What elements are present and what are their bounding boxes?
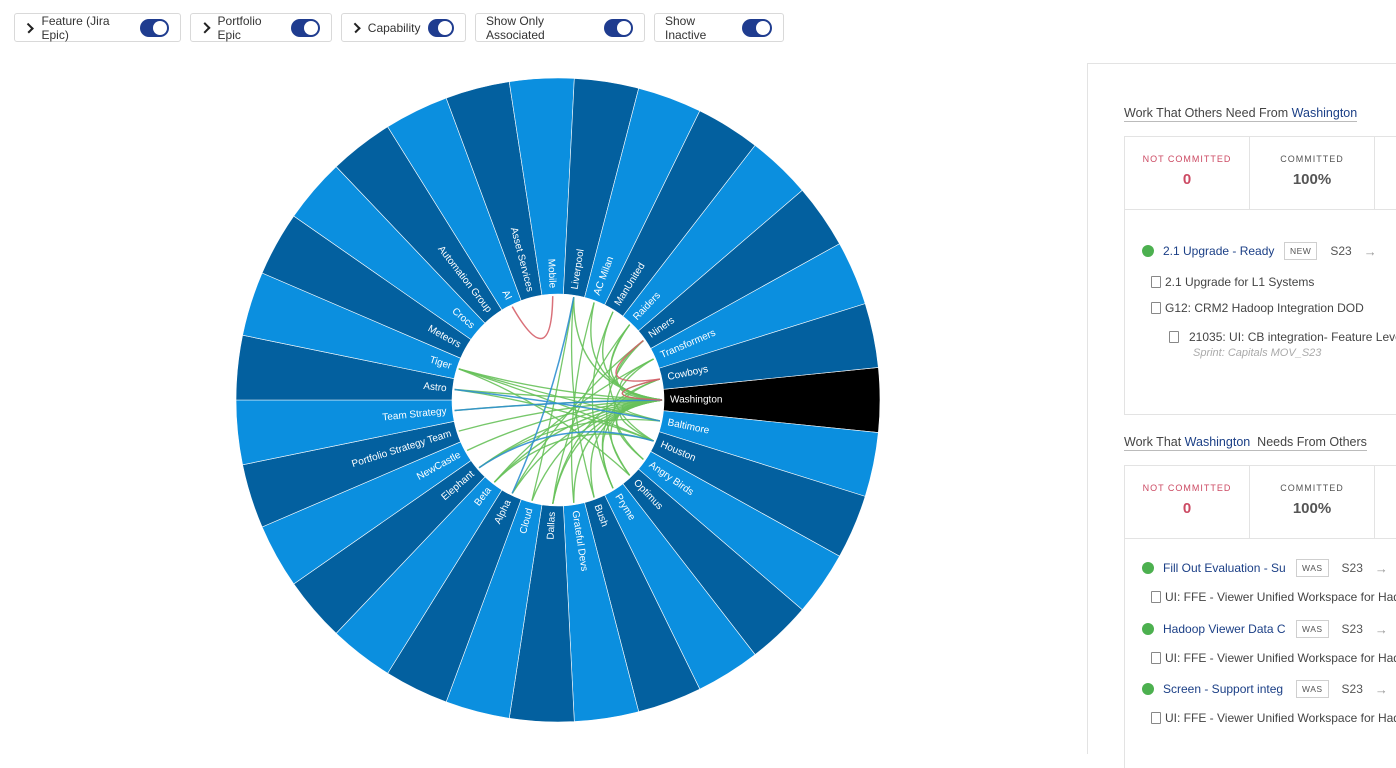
chevron-right-icon	[23, 22, 35, 33]
team-link[interactable]: Washington	[1184, 435, 1251, 449]
dependency-link	[511, 296, 554, 340]
list-item[interactable]: Screen - Support integ WAS S23 →	[1125, 680, 1388, 698]
document-icon	[1151, 712, 1161, 724]
toggle-switch[interactable]	[428, 18, 454, 37]
document-icon	[1151, 652, 1161, 664]
team-segment[interactable]	[658, 303, 879, 390]
toggle-switch[interactable]	[290, 18, 320, 37]
status-tag: NEW	[1284, 242, 1318, 260]
dependency-link	[621, 378, 663, 401]
committed-stat[interactable]: COMMITTED 100%	[1250, 466, 1375, 538]
filter-label: Capability	[367, 20, 421, 35]
team-link[interactable]: Washington	[1291, 106, 1358, 120]
document-icon	[1169, 331, 1179, 343]
filter-capability[interactable]: Capability	[341, 13, 466, 42]
team-segments	[235, 77, 881, 723]
dependency-link	[608, 324, 654, 442]
filter-label: Show Inactive	[665, 13, 707, 42]
filter-feature[interactable]: Feature (Jira Epic)	[14, 13, 181, 42]
filter-label: Feature (Jira Epic)	[41, 13, 110, 42]
sub-sub-sprint: Sprint: Capitals MOV_S23	[1193, 347, 1322, 359]
chevron-right-icon	[199, 22, 211, 33]
dependency-link	[613, 358, 654, 460]
dependency-link	[458, 368, 631, 476]
section1-list: 2.1 Upgrade - Ready to NEW S23 → 2.1 Upg…	[1124, 209, 1396, 415]
filter-toolbar: Feature (Jira Epic) Portfolio Epic Capab…	[14, 13, 784, 44]
status-dot	[1142, 562, 1154, 574]
sub-item: G12: CRM2 Hadoop Integration DOD	[1151, 301, 1364, 315]
filter-label: Portfolio Epic	[217, 13, 262, 42]
dependency-links	[454, 296, 663, 505]
dependency-panel: Work That Others Need From Washington NO…	[1087, 63, 1396, 768]
filter-show-only-associated[interactable]: Show Only Associated	[475, 13, 645, 42]
dependency-link	[615, 340, 660, 382]
status-dot	[1142, 245, 1154, 257]
section2-stats: NOT COMMITTED 0 COMMITTED 100%	[1124, 465, 1396, 539]
team-label[interactable]: Washington	[670, 395, 722, 406]
toggle-switch[interactable]	[742, 18, 772, 37]
team-label[interactable]: Mobile	[545, 258, 558, 288]
section1-title: Work That Others Need From Washington	[1124, 106, 1358, 122]
section2-title: Work That Washington Needs From Others	[1124, 435, 1367, 451]
section2-list: Fill Out Evaluation - Su WAS S23 → UI: F…	[1124, 538, 1396, 768]
arrow-right-icon[interactable]: →	[1374, 681, 1388, 697]
filter-portfolio-epic[interactable]: Portfolio Epic	[190, 13, 332, 42]
document-icon	[1151, 276, 1161, 288]
dependency-link	[478, 431, 654, 469]
status-tag: WAS	[1296, 680, 1329, 698]
dependency-link	[552, 324, 631, 504]
sub-item: 2.1 Upgrade for L1 Systems	[1151, 275, 1314, 289]
dependency-link	[570, 302, 595, 503]
document-icon	[1151, 302, 1161, 314]
dependency-link	[591, 311, 614, 489]
chevron-right-icon	[350, 22, 361, 33]
filter-show-inactive[interactable]: Show Inactive	[654, 13, 784, 42]
list-item[interactable]: 2.1 Upgrade - Ready to NEW S23 →	[1125, 242, 1377, 260]
dependency-link	[454, 388, 654, 442]
not-committed-stat[interactable]: NOT COMMITTED 0	[1125, 137, 1250, 209]
status-tag: WAS	[1296, 620, 1329, 638]
team-label[interactable]: AI	[499, 289, 513, 302]
list-item[interactable]: Fill Out Evaluation - Su WAS S23 →	[1125, 559, 1388, 577]
dependency-link	[511, 297, 575, 494]
sub-item: UI: FFE - Viewer Unified Workspace for H…	[1151, 651, 1396, 665]
dependency-link	[531, 297, 575, 501]
toggle-switch[interactable]	[139, 18, 169, 37]
status-tag: WAS	[1296, 559, 1329, 577]
status-dot	[1142, 683, 1154, 695]
sub-item: UI: FFE - Viewer Unified Workspace for H…	[1151, 590, 1396, 604]
status-dot	[1142, 623, 1154, 635]
team-label[interactable]: Astro	[423, 381, 448, 394]
toggle-switch[interactable]	[603, 18, 633, 37]
sub-item: UI: FFE - Viewer Unified Workspace for H…	[1151, 711, 1396, 725]
dependency-link	[454, 399, 663, 412]
arrow-right-icon[interactable]: →	[1374, 560, 1388, 576]
arrow-right-icon[interactable]: →	[1363, 243, 1377, 259]
dependency-link	[458, 368, 661, 422]
committed-stat[interactable]: COMMITTED 100%	[1250, 137, 1375, 209]
dependency-link	[601, 378, 661, 489]
dependency-link	[606, 340, 644, 476]
not-committed-stat[interactable]: NOT COMMITTED 0	[1125, 466, 1250, 538]
list-item[interactable]: Hadoop Viewer Data C WAS S23 →	[1125, 620, 1388, 638]
filter-label: Show Only Associated	[486, 13, 545, 42]
dependency-link	[493, 358, 654, 483]
section1-stats: NOT COMMITTED 0 COMMITTED 100%	[1124, 136, 1396, 210]
arrow-right-icon[interactable]: →	[1374, 621, 1388, 637]
team-label[interactable]: Dallas	[546, 512, 558, 540]
document-icon	[1151, 591, 1161, 603]
sub-sub-item: 21035: UI: CB integration- Feature Level	[1169, 330, 1396, 344]
